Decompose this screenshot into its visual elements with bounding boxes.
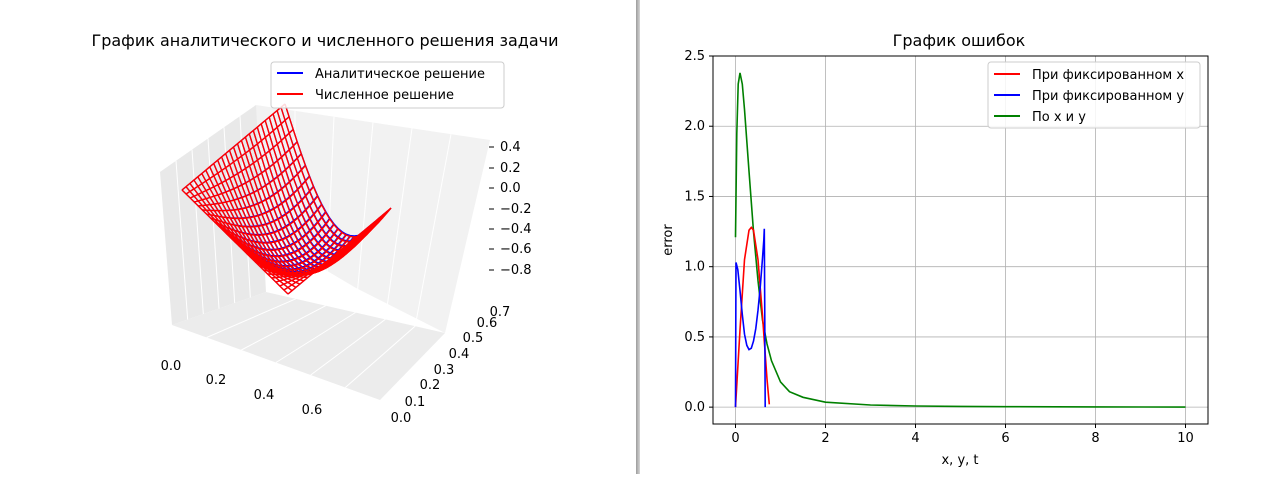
error-series (734, 72, 1186, 408)
y-tick-label: 1.0 (684, 260, 705, 275)
y-tick-label: 0.4 (449, 347, 470, 362)
z-tick-label: −0.6 (500, 242, 532, 257)
x-tick-label: 8 (1091, 431, 1099, 446)
x-tick-label: 0.4 (254, 388, 275, 403)
error-legend: При фиксированном x При фиксированном y По… (987, 61, 1201, 129)
x-tick-label: 10 (1177, 431, 1194, 446)
legend-label-analytic: Аналитическое решение (315, 67, 485, 82)
panel-divider[interactable] (636, 0, 640, 474)
surface-legend: Аналитическое решение Численное решение (270, 61, 505, 109)
y-tick-label: 0.1 (405, 395, 426, 410)
y-tick-label: 0.6 (477, 316, 498, 331)
legend-label: При фиксированном x (1032, 68, 1184, 83)
z-tick-label: −0.8 (500, 263, 532, 278)
surface-chart-title: График аналитического и численного решен… (91, 31, 558, 50)
surface-3d-chart: График аналитического и численного решен… (91, 31, 558, 426)
x-axis-label: x, y, t (941, 453, 978, 468)
z-tick-label: 0.4 (500, 140, 521, 155)
x-tick-label: 0.0 (161, 359, 182, 374)
error-axis-ticks: 0 2 4 6 8 10 0.0 0.5 1.0 1.5 2.0 2.5 (684, 49, 1193, 446)
series-line (734, 72, 1186, 408)
axis-ticks: 0.00.20.40.60.00.10.20.30.40.50.60.70.40… (161, 140, 532, 426)
x-tick-label: 4 (911, 431, 919, 446)
right-chart-panel: График ошибок 0 2 4 6 8 10 0.0 0.5 1.0 1.5 2.0 2.5 … (640, 0, 1266, 474)
y-tick-label: 0.3 (434, 363, 455, 378)
error-line-chart: График ошибок 0 2 4 6 8 100.00.51.01.52.02.5 … (661, 31, 1209, 468)
z-tick-label: −0.4 (500, 222, 532, 237)
left-chart-panel: График аналитического и численного решен… (0, 0, 636, 474)
series-line (734, 228, 766, 408)
y-tick-label: 0.0 (684, 400, 705, 415)
y-tick-label: 0.7 (490, 305, 511, 320)
y-tick-label: 2.0 (684, 119, 705, 134)
y-tick-label: 1.5 (684, 189, 705, 204)
y-tick-label: 0.5 (684, 330, 705, 345)
x-tick-label: 2 (821, 431, 829, 446)
y-axis-label: error (661, 224, 676, 256)
floor-pane (172, 292, 445, 400)
legend-label-numeric: Численное решение (315, 88, 454, 103)
plot-frame (712, 55, 1209, 425)
error-chart-title: График ошибок (893, 31, 1026, 50)
wireframe-mesh (181, 103, 392, 295)
z-tick-label: 0.0 (500, 181, 521, 196)
z-tick-label: −0.2 (500, 202, 532, 217)
x-tick-label: 0 (731, 431, 739, 446)
legend-label: По x и y (1032, 110, 1086, 125)
y-tick-label: 0.2 (420, 378, 441, 393)
x-tick-label: 0.2 (206, 373, 227, 388)
y-tick-label: 0.5 (463, 331, 484, 346)
legend-label: При фиксированном y (1032, 89, 1184, 104)
y-tick-label: 2.5 (684, 49, 705, 64)
x-tick-label: 6 (1001, 431, 1009, 446)
x-tick-label: 0.6 (302, 403, 323, 418)
y-tick-label: 0.0 (391, 411, 412, 426)
z-tick-label: 0.2 (500, 161, 521, 176)
